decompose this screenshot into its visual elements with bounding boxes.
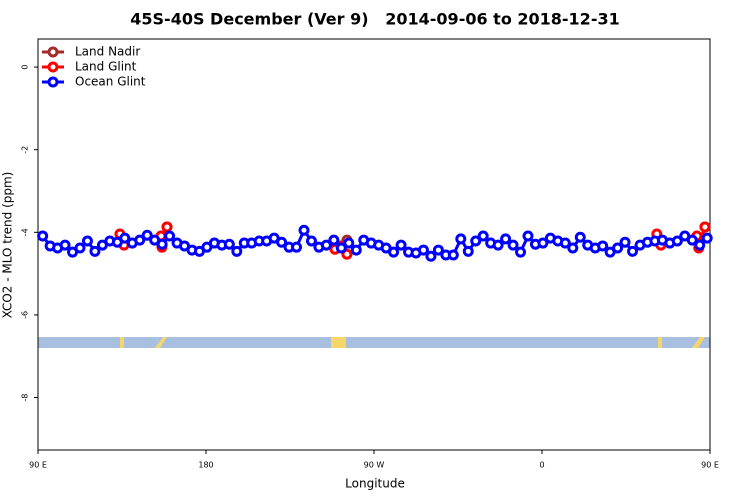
point bbox=[341, 248, 353, 260]
point bbox=[161, 221, 173, 233]
legend-marker bbox=[47, 46, 59, 58]
land-patch bbox=[331, 337, 346, 348]
point bbox=[119, 232, 131, 244]
point bbox=[343, 237, 355, 249]
y-tick-label: -4 bbox=[21, 228, 30, 236]
point bbox=[612, 242, 624, 254]
land-patch bbox=[155, 337, 167, 348]
chart-title: 45S-40S December (Ver 9) 2014-09-06 to 2… bbox=[130, 10, 619, 29]
point bbox=[134, 234, 146, 246]
point bbox=[447, 249, 459, 261]
point bbox=[81, 235, 93, 247]
land-mask-strip bbox=[38, 337, 710, 348]
point bbox=[291, 241, 303, 253]
x-tick-label: 0 bbox=[539, 461, 544, 470]
x-tick-label: 90 W bbox=[364, 461, 385, 470]
point bbox=[694, 239, 706, 251]
y-tick-label: -8 bbox=[21, 394, 30, 402]
point bbox=[59, 239, 71, 251]
point bbox=[350, 244, 362, 256]
point bbox=[388, 246, 400, 258]
x-tick-label: 90 E bbox=[29, 461, 47, 470]
y-tick-label: 0 bbox=[21, 65, 30, 70]
point bbox=[156, 238, 168, 250]
point bbox=[559, 237, 571, 249]
x-axis-label: Longitude bbox=[345, 477, 405, 491]
y-tick-label: -2 bbox=[21, 146, 30, 154]
legend-label: Land Glint bbox=[75, 60, 137, 74]
point bbox=[328, 234, 340, 246]
ocean-strip bbox=[38, 337, 710, 348]
point bbox=[567, 242, 579, 254]
point bbox=[515, 246, 527, 258]
point bbox=[462, 245, 474, 257]
point bbox=[500, 233, 512, 245]
point bbox=[141, 229, 153, 241]
point bbox=[477, 230, 489, 242]
point bbox=[276, 236, 288, 248]
point bbox=[686, 234, 698, 246]
point bbox=[395, 239, 407, 251]
point bbox=[164, 230, 176, 242]
land-patch bbox=[692, 337, 705, 348]
x-tick-label: 90 E bbox=[701, 461, 719, 470]
point bbox=[507, 239, 519, 251]
point bbox=[320, 239, 332, 251]
point bbox=[417, 244, 429, 256]
x-tick-label: 180 bbox=[198, 461, 213, 470]
point bbox=[619, 236, 631, 248]
point bbox=[470, 235, 482, 247]
point bbox=[574, 231, 586, 243]
point bbox=[432, 244, 444, 256]
point bbox=[699, 221, 711, 233]
land-patch bbox=[658, 337, 662, 348]
y-tick-label: -6 bbox=[21, 311, 30, 319]
legend-label: Land Nadir bbox=[75, 45, 140, 59]
point bbox=[231, 245, 243, 257]
point bbox=[671, 235, 683, 247]
point bbox=[492, 239, 504, 251]
point bbox=[522, 230, 534, 242]
point bbox=[37, 230, 49, 242]
point bbox=[455, 233, 467, 245]
point bbox=[74, 242, 86, 254]
legend-marker bbox=[47, 76, 59, 88]
point bbox=[223, 238, 235, 250]
point bbox=[537, 237, 549, 249]
point bbox=[627, 245, 639, 257]
point bbox=[298, 224, 310, 236]
legend-marker bbox=[47, 61, 59, 73]
point bbox=[305, 235, 317, 247]
point bbox=[597, 240, 609, 252]
point bbox=[425, 250, 437, 262]
point bbox=[335, 242, 347, 254]
land-patch bbox=[120, 337, 124, 348]
legend-label: Ocean Glint bbox=[75, 75, 146, 89]
y-axis-label: XCO2 - MLO trend (ppm) bbox=[1, 172, 15, 319]
point bbox=[701, 232, 713, 244]
point bbox=[89, 245, 101, 257]
